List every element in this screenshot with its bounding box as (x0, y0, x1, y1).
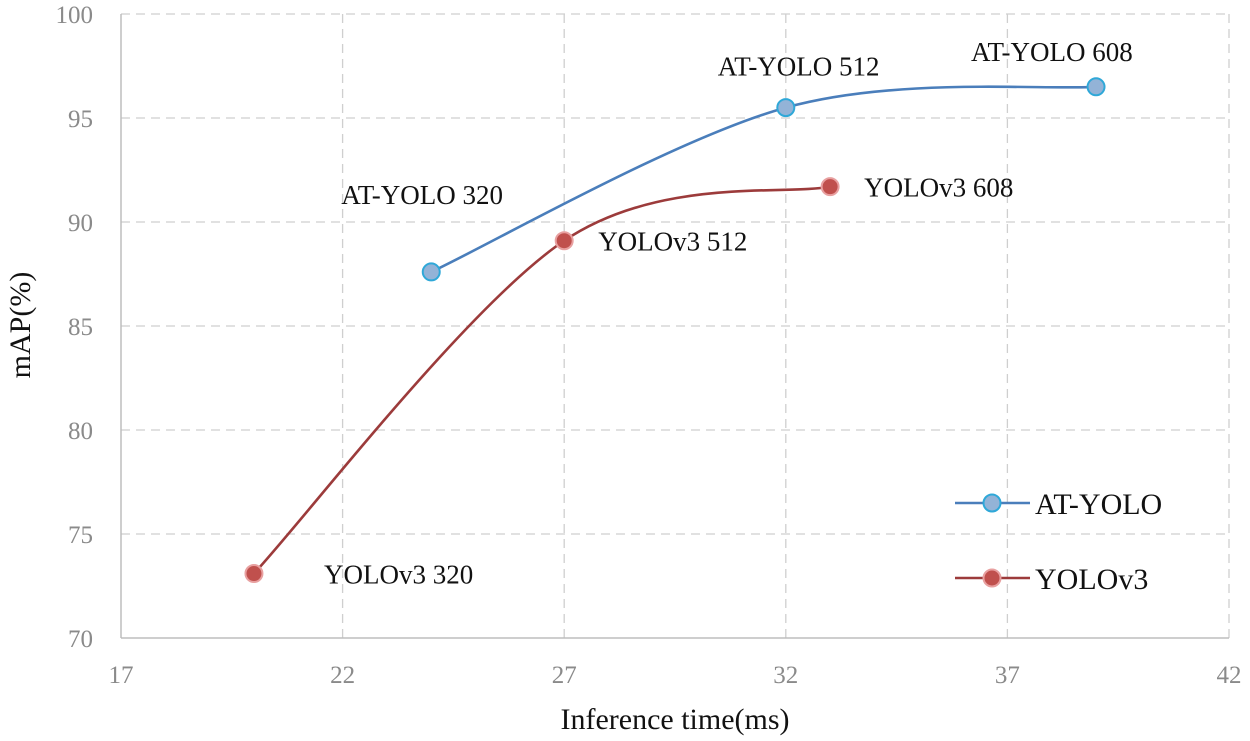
data-label: YOLOv3 608 (864, 173, 1013, 203)
data-point (776, 98, 796, 118)
axes (120, 14, 1229, 639)
data-label: YOLOv3 320 (324, 560, 473, 590)
x-tick-label: 32 (773, 662, 798, 689)
data-point (244, 564, 264, 584)
data-points (244, 77, 1106, 584)
y-tick-label: 100 (56, 2, 94, 29)
y-tick-label: 75 (68, 522, 93, 549)
legend: AT-YOLO YOLOv3 (955, 488, 1162, 596)
y-tick-label: 95 (68, 106, 93, 133)
y-axis-title: mAP(%) (4, 272, 37, 379)
legend-label: YOLOv3 (1035, 563, 1148, 596)
x-tick-label: 22 (330, 662, 355, 689)
y-tick-label: 90 (68, 210, 93, 237)
data-point (554, 231, 574, 251)
y-tick-label: 70 (68, 626, 93, 653)
series-lines (253, 85, 1097, 575)
x-tick-label: 37 (995, 662, 1020, 689)
y-tick-label: 80 (68, 418, 93, 445)
x-tick-label: 27 (552, 662, 577, 689)
tick-labels: 70 75 80 85 90 95 100 17 22 27 32 37 42 (56, 2, 1242, 689)
data-label: AT-YOLO 608 (971, 37, 1133, 67)
data-label: AT-YOLO 512 (718, 52, 880, 82)
grid-lines (121, 13, 1230, 638)
x-axis-title: Inference time(ms) (560, 703, 789, 736)
data-label: AT-YOLO 320 (341, 180, 503, 210)
x-tick-label: 17 (109, 662, 134, 689)
legend-marker (982, 493, 1002, 513)
legend-label: AT-YOLO (1035, 488, 1162, 521)
data-point (421, 262, 441, 282)
series-line-yolov3 (253, 185, 831, 575)
point-annotations: AT-YOLO 320 AT-YOLO 512 AT-YOLO 608 YOLOv3 … (324, 37, 1133, 590)
data-point (1086, 77, 1106, 97)
data-point (820, 177, 840, 197)
data-label: YOLOv3 512 (598, 227, 747, 257)
legend-marker (982, 568, 1002, 588)
x-tick-label: 42 (1217, 662, 1242, 689)
y-tick-label: 85 (68, 314, 93, 341)
